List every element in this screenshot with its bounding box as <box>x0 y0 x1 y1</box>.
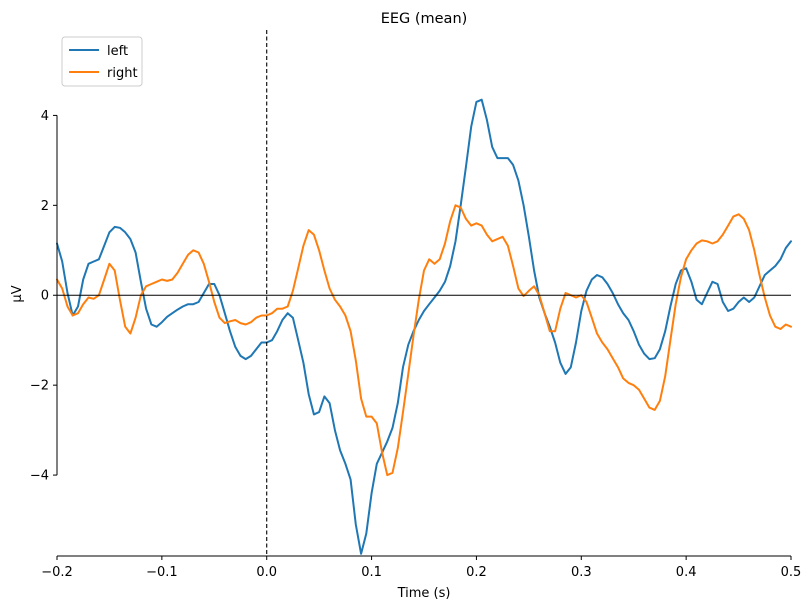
x-tick-label: 0.1 <box>361 565 382 580</box>
series-layer <box>56 98 792 555</box>
x-ticks: −0.2 −0.1 0.0 0.1 0.2 0.3 0.4 0.5 <box>41 556 801 580</box>
x-tick-label: 0.2 <box>466 565 487 580</box>
y-tick-label: 2 <box>41 199 49 214</box>
x-axis: −0.2 −0.1 0.0 0.1 0.2 0.3 0.4 0.5 <box>41 555 801 580</box>
chart-title: EEG (mean) <box>381 11 468 27</box>
x-tick-label: −0.1 <box>146 565 178 580</box>
y-tick-label: 4 <box>41 109 49 124</box>
series-line-right <box>56 204 792 477</box>
y-axis-label: µV <box>10 285 25 302</box>
x-tick-label: 0.4 <box>676 565 697 580</box>
series-line-left <box>56 98 792 555</box>
y-ticks: 4 2 0 −2 −4 <box>30 109 57 484</box>
legend: left right <box>61 36 143 87</box>
x-tick-label: 0.0 <box>256 565 277 580</box>
legend-label-right: right <box>107 66 138 81</box>
x-tick-label: 0.3 <box>571 565 592 580</box>
y-tick-label: −4 <box>30 469 49 484</box>
legend-label-left: left <box>107 44 128 59</box>
y-tick-label: −2 <box>30 379 49 394</box>
x-tick-label: −0.2 <box>41 565 73 580</box>
plot-area <box>56 30 792 556</box>
y-axis: 4 2 0 −2 −4 <box>30 109 58 484</box>
x-tick-label: 0.5 <box>781 565 802 580</box>
y-tick-label: 0 <box>41 289 49 304</box>
x-axis-label: Time (s) <box>397 586 451 601</box>
